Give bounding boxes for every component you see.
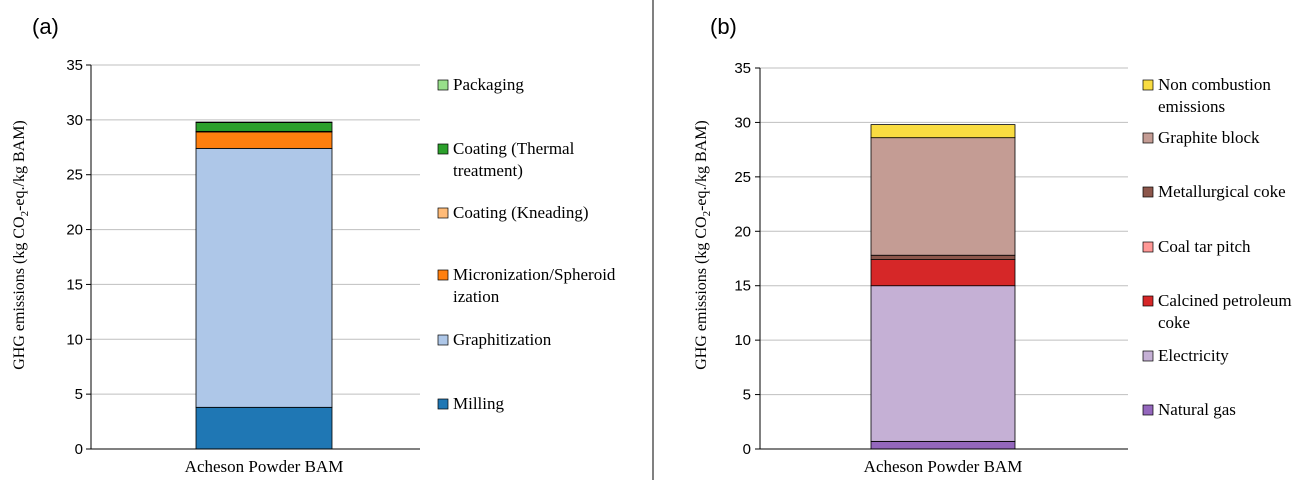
- panel-label: (b): [710, 14, 737, 39]
- bar-segment-graphitization: [195, 147, 333, 408]
- y-tick-label: 25: [66, 167, 83, 184]
- legend: Packaging Coating (Thermal treatment) Coati…: [437, 75, 616, 413]
- legend-label: Graphite block: [1158, 128, 1260, 147]
- y-tick-label: 10: [66, 331, 83, 348]
- bar-segment-milling: [195, 406, 333, 450]
- y-tick-label: 30: [66, 112, 83, 129]
- y-tick-label: 25: [734, 169, 751, 186]
- legend-swatch: [437, 143, 449, 155]
- panel-label: (a): [32, 14, 59, 39]
- y-tick-label: 5: [75, 386, 83, 403]
- x-category-label: Acheson Powder BAM: [864, 457, 1023, 476]
- legend-swatch: [1142, 186, 1154, 198]
- bar-segment-natural-gas: [870, 440, 1016, 450]
- legend-swatch: [437, 334, 449, 346]
- legend-swatch: [437, 269, 449, 281]
- bar-segment-electricity: [870, 285, 1016, 442]
- legend-swatch: [1142, 132, 1154, 144]
- legend-swatch: [437, 398, 449, 410]
- y-tick-label: 15: [734, 278, 751, 295]
- legend-label: Coal tar pitch: [1158, 237, 1251, 256]
- y-tick-label: 20: [66, 222, 83, 239]
- y-axis-label: GHG emissions (kg CO2-eq./kg BAM): [693, 120, 713, 370]
- legend-swatch: [1142, 404, 1154, 416]
- legend: Non combustion emissions Graphite block Met…: [1142, 75, 1292, 419]
- bar-segment-metallurgical-coke: [870, 254, 1016, 260]
- legend-label: Natural gas: [1158, 400, 1236, 419]
- legend-label: Calcined petroleum coke: [1158, 291, 1292, 332]
- y-axis-label: GHG emissions (kg CO2-eq./kg BAM): [11, 120, 31, 370]
- legend-label: Packaging: [453, 75, 524, 94]
- y-tick-label: 35: [66, 57, 83, 74]
- bar-segment-non-combustion-emissions: [870, 124, 1016, 139]
- legend-label: Milling: [453, 394, 505, 413]
- legend-label: Non combustion emissions: [1158, 75, 1271, 116]
- y-tick-label: 0: [743, 441, 751, 458]
- legend-swatch: [1142, 295, 1154, 307]
- y-tick-label: 5: [743, 387, 751, 404]
- bar-segment-micronization-spheroidization: [195, 131, 333, 149]
- legend-label: Coating (Thermal treatment): [453, 139, 575, 180]
- y-tick-label: 35: [734, 60, 751, 77]
- bar-segment-graphite-block: [870, 137, 1016, 256]
- y-tick-label: 30: [734, 114, 751, 131]
- chart-panel-b: (b) 0 5 10 15 20 25 30 35 Acheson Powder BAM GHG e…: [693, 14, 1292, 476]
- legend-label: Electricity: [1158, 346, 1229, 365]
- legend-label: Graphitization: [453, 330, 552, 349]
- bar-segment-packaging: [195, 121, 333, 124]
- legend-swatch: [1142, 241, 1154, 253]
- legend-swatch: [437, 79, 449, 91]
- legend-swatch: [437, 207, 449, 219]
- legend-swatch: [1142, 350, 1154, 362]
- legend-swatch: [1142, 79, 1154, 91]
- bar-segment-calcined-petroleum-coke: [870, 259, 1016, 287]
- bar-segment-coating-thermal-treatment-: [195, 122, 333, 132]
- chart-panel-a: (a) 0 5 10 15 20 25 30 35 Acheson Powder BAM GHG e…: [11, 14, 616, 476]
- y-tick-label: 0: [75, 441, 83, 458]
- legend-label: Metallurgical coke: [1158, 182, 1286, 201]
- y-tick-label: 15: [66, 276, 83, 293]
- legend-label: Micronization/Spheroid ization: [453, 265, 616, 306]
- legend-label: Coating (Kneading): [453, 203, 589, 222]
- y-tick-label: 20: [734, 223, 751, 240]
- x-category-label: Acheson Powder BAM: [185, 457, 344, 476]
- y-tick-label: 10: [734, 332, 751, 349]
